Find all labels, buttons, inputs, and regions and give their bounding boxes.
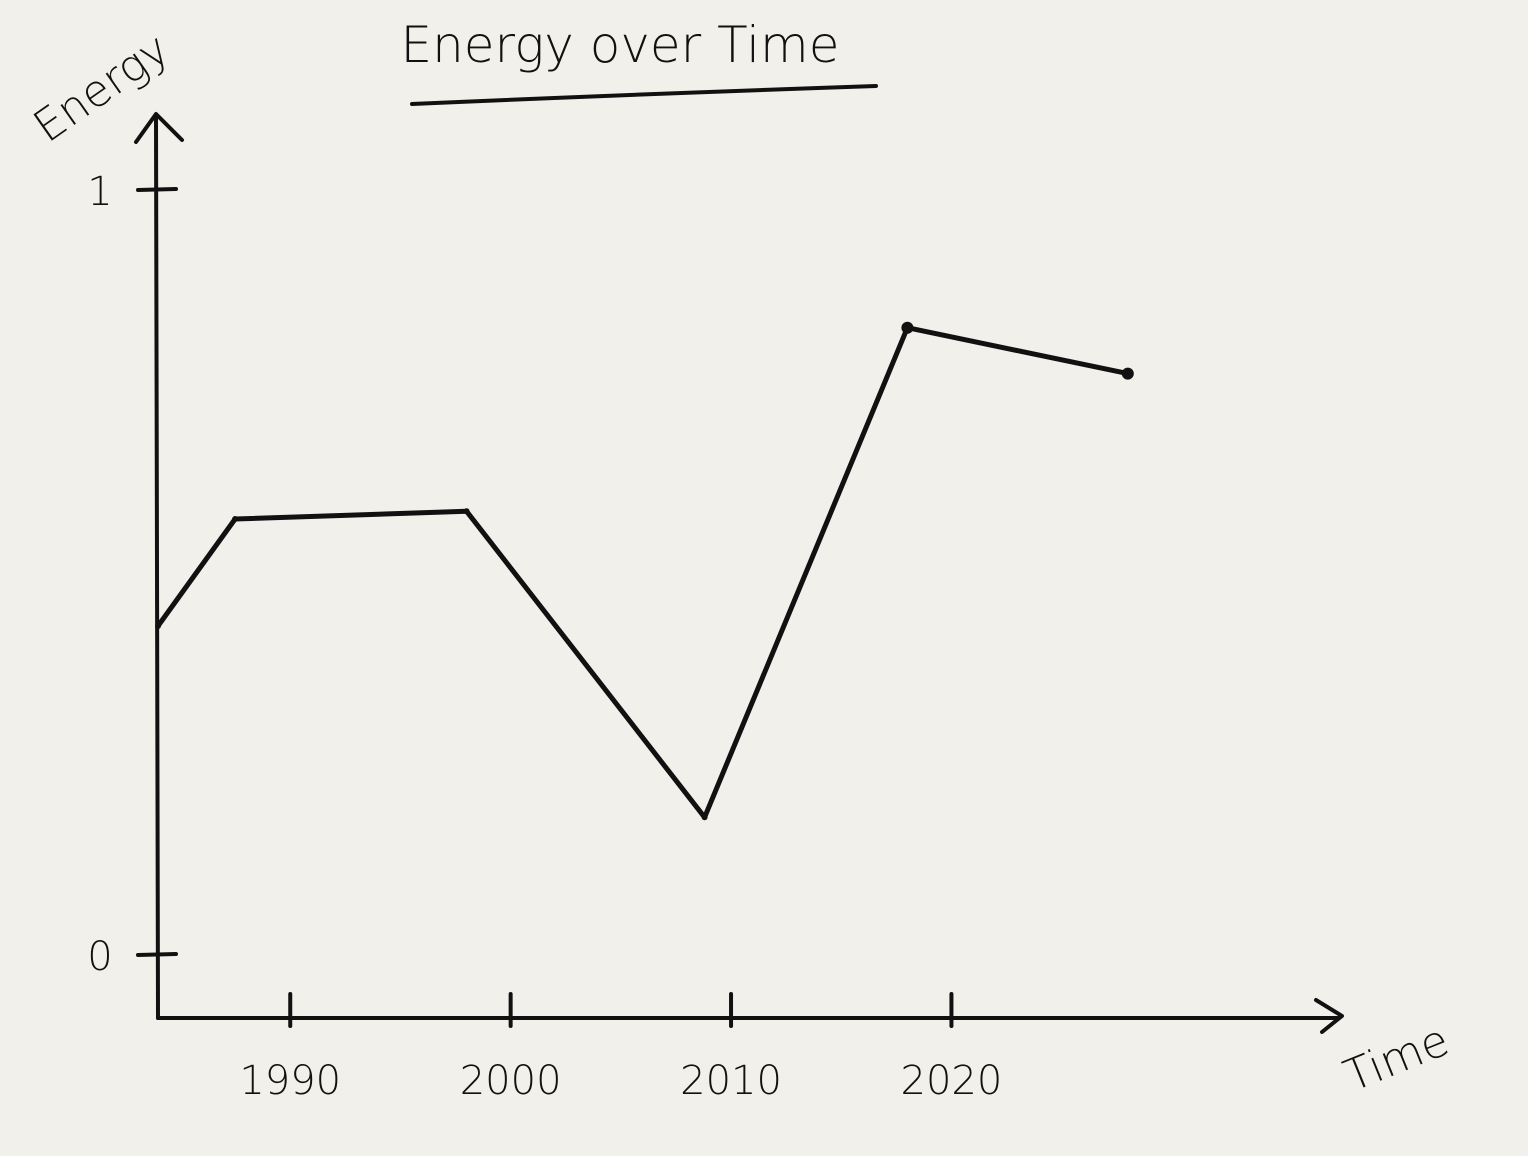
x-ticks: 1990 2000 2010 2020 — [239, 992, 1003, 1104]
data-point-2 — [463, 508, 470, 515]
x-tick-label-2000: 2000 — [460, 1058, 562, 1104]
data-point-5 — [1121, 367, 1134, 380]
y-ticks: 01 — [87, 169, 178, 980]
x-tick-label-2010: 2010 — [680, 1058, 782, 1104]
y-tick-mark-0 — [136, 952, 178, 957]
data-point-1 — [232, 516, 239, 522]
data-point-3 — [701, 814, 708, 821]
series-line-0 — [155, 325, 1131, 820]
y-axis-arrowhead — [134, 112, 184, 144]
chart-title: Energy over Time — [401, 16, 840, 74]
x-tick-label-1990: 1990 — [239, 1058, 341, 1104]
x-tick-label-2020: 2020 — [901, 1058, 1003, 1104]
y-tick-mark-1 — [136, 187, 178, 192]
x-axis-arrowhead — [1314, 998, 1344, 1034]
data-point-0 — [155, 623, 161, 629]
series-layer — [155, 321, 1134, 821]
y-tick-label-0: 0 — [87, 934, 112, 980]
y-tick-label-1: 1 — [87, 169, 112, 215]
title-underline — [410, 84, 878, 106]
y-axis-line — [154, 116, 160, 1020]
data-point-4 — [901, 321, 914, 334]
x-axis-label: Time — [1337, 1015, 1456, 1103]
